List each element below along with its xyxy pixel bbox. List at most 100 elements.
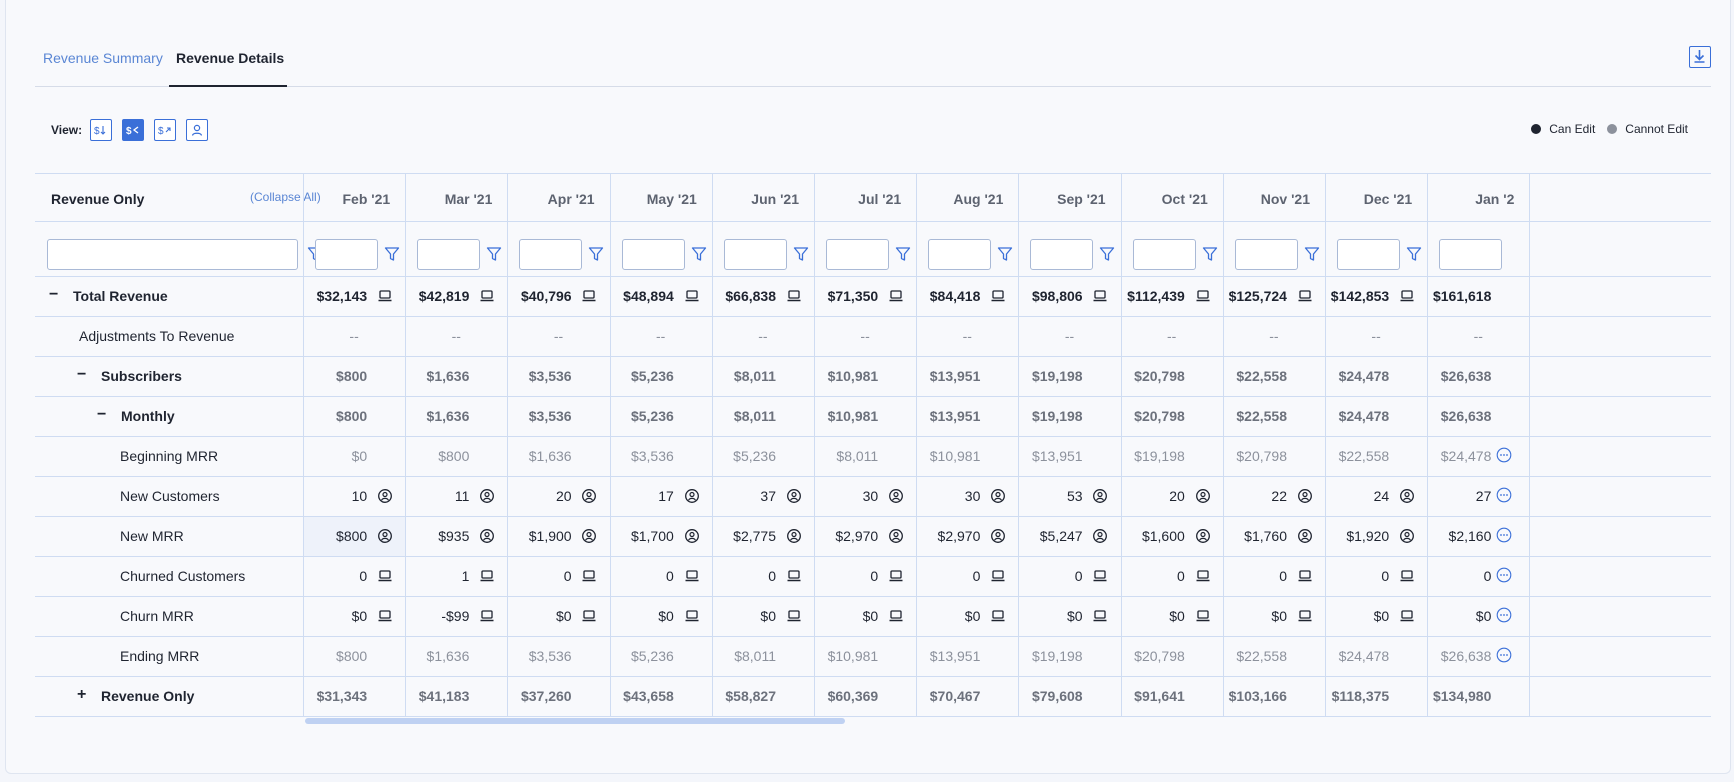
table-cell[interactable]: $0 bbox=[351, 448, 368, 464]
table-cell[interactable]: $1,636 bbox=[426, 648, 470, 664]
table-cell[interactable]: $8,011 bbox=[733, 408, 776, 424]
table-cell[interactable]: $66,838 bbox=[725, 288, 776, 304]
table-cell[interactable]: 24 bbox=[1373, 488, 1390, 504]
table-cell[interactable]: $26,638 bbox=[1440, 408, 1492, 424]
more-options-icon[interactable] bbox=[1496, 647, 1512, 663]
table-cell[interactable]: $0 bbox=[1475, 608, 1492, 624]
table-cell[interactable]: 0 bbox=[359, 568, 368, 584]
table-cell[interactable]: $8,011 bbox=[734, 648, 776, 664]
filter-icon[interactable] bbox=[588, 246, 604, 262]
table-cell[interactable]: -- bbox=[349, 328, 359, 344]
table-cell[interactable]: $5,236 bbox=[630, 368, 674, 384]
filter-icon[interactable] bbox=[997, 246, 1013, 262]
table-cell[interactable]: -- bbox=[1473, 328, 1483, 344]
table-cell[interactable]: $19,198 bbox=[1031, 368, 1083, 384]
table-cell[interactable]: $31,343 bbox=[316, 688, 368, 704]
month-filter-input[interactable] bbox=[1337, 239, 1400, 270]
table-cell[interactable]: $10,981 bbox=[827, 408, 879, 424]
month-filter-input[interactable] bbox=[621, 239, 685, 270]
table-cell[interactable]: 53 bbox=[1067, 488, 1083, 504]
filter-icon[interactable] bbox=[1202, 246, 1218, 262]
table-cell[interactable]: $1,636 bbox=[426, 368, 470, 384]
table-cell[interactable]: $103,166 bbox=[1228, 688, 1287, 704]
table-cell[interactable]: $24,478 bbox=[1338, 408, 1390, 424]
table-cell[interactable]: 0 bbox=[1381, 568, 1390, 584]
table-cell[interactable]: $1,600 bbox=[1141, 528, 1185, 544]
table-cell[interactable]: -- bbox=[1269, 328, 1279, 344]
table-cell[interactable]: $22,558 bbox=[1236, 648, 1287, 664]
table-cell[interactable]: $1,900 bbox=[528, 528, 572, 544]
table-cell[interactable]: $26,638 bbox=[1440, 368, 1492, 384]
table-cell[interactable]: 0 bbox=[1483, 568, 1492, 584]
table-cell[interactable]: $19,198 bbox=[1031, 648, 1083, 664]
table-cell[interactable]: 30 bbox=[862, 488, 879, 504]
table-cell[interactable]: $20,798 bbox=[1134, 368, 1185, 384]
table-cell[interactable]: $2,970 bbox=[937, 528, 981, 544]
table-cell[interactable]: 20 bbox=[1169, 488, 1185, 504]
table-cell[interactable]: 0 bbox=[870, 568, 879, 584]
table-cell[interactable]: $79,608 bbox=[1031, 688, 1083, 704]
view-dollar-collapse-button[interactable]: $ bbox=[122, 119, 145, 141]
table-cell[interactable]: $0 bbox=[1169, 608, 1185, 624]
table-cell[interactable]: $13,951 bbox=[929, 648, 981, 664]
table-cell[interactable]: $2,160 bbox=[1448, 528, 1492, 544]
table-cell[interactable]: $19,198 bbox=[1031, 408, 1083, 424]
table-cell[interactable]: $0 bbox=[658, 608, 674, 624]
download-button[interactable] bbox=[1689, 46, 1711, 68]
table-cell[interactable]: $0 bbox=[556, 608, 572, 624]
month-filter-input[interactable] bbox=[417, 239, 481, 270]
table-cell[interactable]: $112,439 bbox=[1127, 288, 1185, 304]
table-cell[interactable]: $5,247 bbox=[1039, 528, 1083, 544]
table-cell[interactable]: $118,375 bbox=[1331, 688, 1390, 704]
table-cell[interactable]: $1,636 bbox=[426, 408, 470, 424]
table-cell[interactable]: $0 bbox=[1373, 608, 1390, 624]
table-cell[interactable]: 1 bbox=[461, 568, 470, 584]
table-cell[interactable]: $161,618 bbox=[1432, 288, 1492, 304]
more-options-icon[interactable] bbox=[1496, 567, 1512, 583]
table-cell[interactable]: $84,418 bbox=[929, 288, 981, 304]
row-toggle-button[interactable]: − bbox=[77, 366, 87, 383]
table-cell[interactable]: 20 bbox=[556, 488, 572, 504]
month-filter-input[interactable] bbox=[826, 239, 889, 270]
table-cell[interactable]: $800 bbox=[336, 408, 368, 424]
row-toggle-button[interactable]: − bbox=[49, 286, 59, 303]
tab-revenue-details[interactable]: Revenue Details bbox=[176, 50, 285, 66]
table-cell[interactable]: $26,638 bbox=[1440, 648, 1492, 664]
month-filter-input[interactable] bbox=[723, 239, 787, 270]
table-cell[interactable]: -- bbox=[962, 328, 972, 344]
table-cell[interactable]: $48,894 bbox=[623, 288, 674, 304]
table-cell[interactable]: 22 bbox=[1271, 488, 1287, 504]
table-cell[interactable]: -- bbox=[860, 328, 870, 344]
table-cell[interactable]: $40,796 bbox=[520, 288, 572, 304]
table-cell[interactable]: -- bbox=[1167, 328, 1177, 344]
horizontal-scrollbar[interactable] bbox=[305, 718, 845, 724]
table-cell[interactable]: $24,478 bbox=[1440, 448, 1492, 464]
more-options-icon[interactable] bbox=[1496, 607, 1512, 623]
table-cell[interactable]: $0 bbox=[760, 608, 776, 624]
table-cell[interactable]: $58,827 bbox=[725, 688, 776, 704]
table-cell[interactable]: $91,641 bbox=[1134, 688, 1185, 704]
view-dollar-expand-button[interactable]: $ bbox=[154, 119, 177, 141]
filter-icon[interactable] bbox=[486, 246, 502, 262]
table-cell[interactable]: $1,920 bbox=[1346, 528, 1390, 544]
table-cell[interactable]: $8,011 bbox=[836, 448, 879, 464]
table-cell[interactable]: $60,369 bbox=[827, 688, 879, 704]
table-cell[interactable]: $1,760 bbox=[1244, 528, 1287, 544]
more-options-icon[interactable] bbox=[1496, 487, 1512, 503]
table-cell[interactable]: -- bbox=[553, 328, 564, 344]
filter-icon[interactable] bbox=[895, 246, 911, 262]
month-filter-input[interactable] bbox=[1439, 239, 1503, 270]
table-cell[interactable]: 0 bbox=[1279, 568, 1287, 584]
table-cell[interactable]: 0 bbox=[972, 568, 981, 584]
table-cell[interactable]: $24,478 bbox=[1338, 648, 1390, 664]
table-cell[interactable]: $1,700 bbox=[630, 528, 674, 544]
month-filter-input[interactable] bbox=[315, 239, 378, 270]
table-cell[interactable]: $22,558 bbox=[1338, 448, 1390, 464]
tab-revenue-summary[interactable]: Revenue Summary bbox=[43, 50, 163, 66]
table-cell[interactable]: $2,775 bbox=[733, 528, 776, 544]
table-cell[interactable]: $71,350 bbox=[827, 288, 879, 304]
table-cell[interactable]: 0 bbox=[1176, 568, 1185, 584]
table-cell[interactable]: $800 bbox=[438, 448, 470, 464]
table-cell[interactable]: $5,236 bbox=[630, 648, 674, 664]
table-cell[interactable]: $10,981 bbox=[929, 448, 981, 464]
